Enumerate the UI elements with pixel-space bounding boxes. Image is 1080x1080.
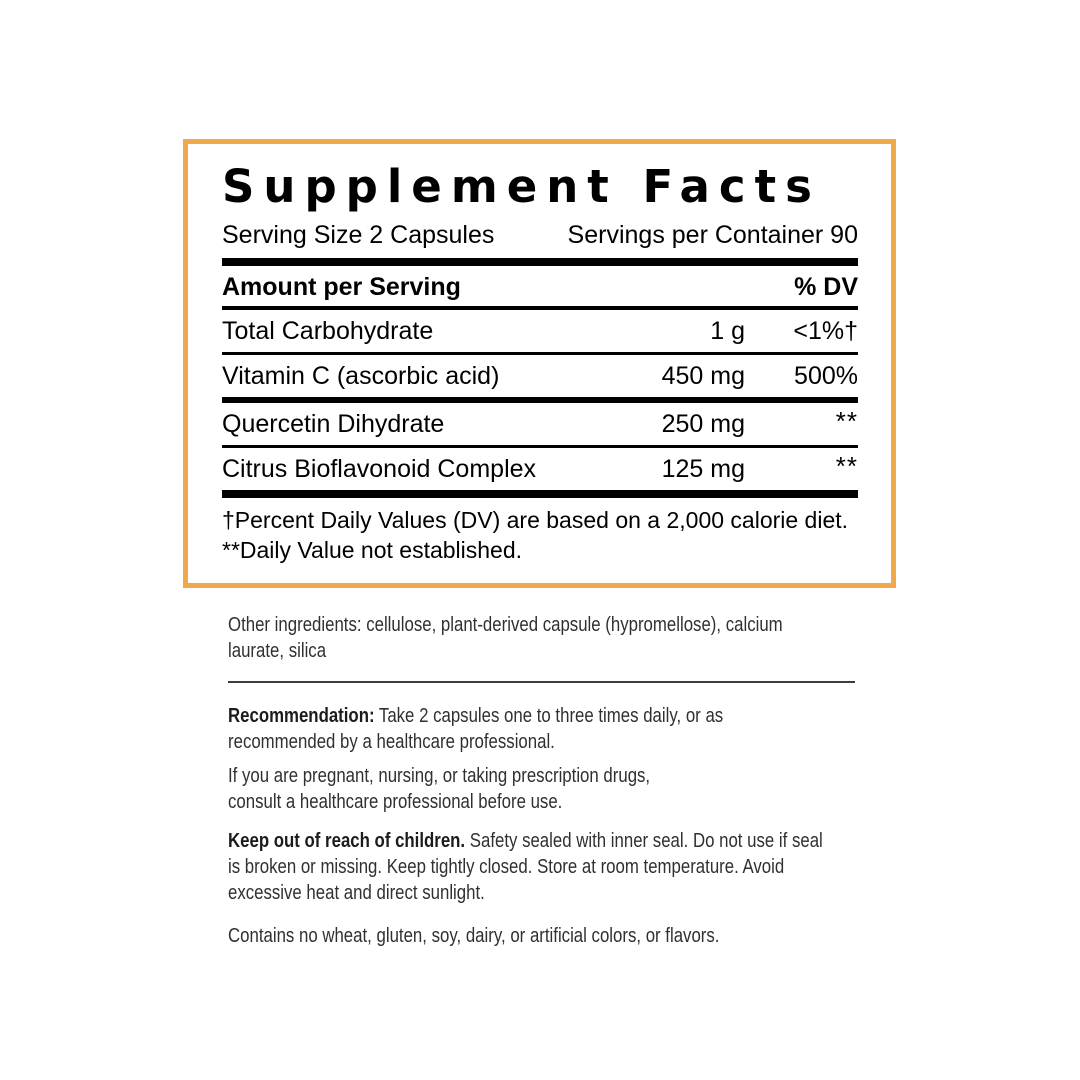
other-ingredients-line: Other ingredients: cellulose, plant-deri… [228,614,783,636]
medium-rule [222,397,858,404]
nutrient-amount: 250 mg [661,409,745,438]
contains-statement: Contains no wheat, gluten, soy, dairy, o… [228,925,720,947]
serving-row: Serving Size 2 Capsules Servings per Con… [222,221,858,250]
serving-size: Serving Size 2 Capsules [222,220,495,249]
thin-rule [222,352,858,356]
nutrient-dv: <1%† [793,316,858,345]
table-row: Total Carbohydrate 1 g <1%† [222,310,858,352]
nutrient-name: Citrus Bioflavonoid Complex [222,454,537,483]
nutrient-amount: 1 g [710,316,745,345]
amount-header-row: Amount per Serving % DV [222,266,858,307]
nutrient-name: Quercetin Dihydrate [222,409,445,438]
recommendation-label: Recommendation: [228,705,375,727]
nutrient-amount: 125 mg [661,454,745,483]
pregnancy-warning: If you are pregnant, nursing, or taking … [228,763,883,815]
other-ingredients-line: laurate, silica [228,640,327,662]
nutrient-dv: ** [835,406,858,437]
amount-per-serving-label: Amount per Serving [222,272,461,301]
thin-rule [222,445,858,449]
nutrient-name: Total Carbohydrate [222,316,434,345]
nutrient-amount: 450 mg [661,361,745,390]
nutrient-dv: 500% [794,361,858,390]
thick-rule [222,257,858,266]
keep-out-warning-line: Keep out of reach of children. Safety se… [228,830,823,852]
servings-per-container: Servings per Container 90 [567,220,858,249]
keep-out-warning: Keep out of reach of children. Safety se… [228,828,883,906]
recommendation-line: Recommendation: Take 2 capsules one to t… [228,705,724,727]
footnotes: †Percent Daily Values (DV) are based on … [222,505,858,565]
percent-dv-label: % DV [794,272,858,301]
nutrient-name: Vitamin C (ascorbic acid) [222,361,500,390]
pregnancy-warning-line: consult a healthcare professional before… [228,791,563,813]
other-ingredients: Other ingredients: cellulose, plant-deri… [228,612,883,664]
footnote-dv: †Percent Daily Values (DV) are based on … [222,507,849,534]
table-row: Quercetin Dihydrate 250 mg ** [222,403,858,445]
recommendation-line: recommended by a healthcare professional… [228,731,555,753]
pregnancy-warning-line: If you are pregnant, nursing, or taking … [228,765,651,787]
medium-rule [222,306,858,311]
recommendation: Recommendation: Take 2 capsules one to t… [228,703,883,755]
table-row: Vitamin C (ascorbic acid) 450 mg 500% [222,355,858,397]
keep-out-warning-line: excessive heat and direct sunlight. [228,882,485,904]
table-row: Citrus Bioflavonoid Complex 125 mg ** [222,448,858,490]
panel-title: Supplement Facts [222,160,821,213]
nutrient-dv: ** [835,451,858,482]
supplement-facts-panel: Supplement Facts Serving Size 2 Capsules… [183,139,896,588]
keep-out-label: Keep out of reach of children. [228,830,466,852]
section-divider [228,681,855,683]
footnote-not-established: **Daily Value not established. [222,537,523,564]
thick-rule [222,490,858,499]
keep-out-warning-line: is broken or missing. Keep tightly close… [228,856,785,878]
